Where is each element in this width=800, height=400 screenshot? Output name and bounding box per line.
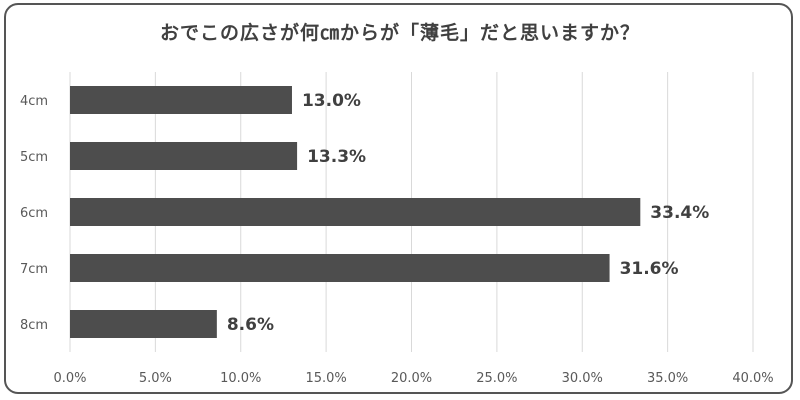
- x-tick-label: 0.0%: [53, 371, 86, 386]
- data-label: 31.6%: [620, 259, 679, 279]
- data-label: 13.0%: [302, 91, 361, 111]
- x-tick-label: 5.0%: [139, 371, 172, 386]
- x-tick-label: 35.0%: [647, 371, 688, 386]
- bar: [70, 198, 641, 226]
- x-tick-label: 15.0%: [305, 371, 346, 386]
- data-label: 33.4%: [650, 203, 709, 223]
- bar: [70, 254, 610, 282]
- y-category-label: 5cm: [20, 150, 48, 165]
- y-category-label: 6cm: [20, 206, 48, 221]
- y-category-label: 7cm: [20, 262, 48, 277]
- x-tick-label: 10.0%: [220, 371, 261, 386]
- chart-title: おでこの広さが何㎝からが「薄毛」だと思いますか？: [159, 22, 640, 44]
- bar: [70, 142, 298, 170]
- x-tick-label: 30.0%: [562, 371, 603, 386]
- x-tick-label: 25.0%: [476, 371, 517, 386]
- bar: [70, 310, 217, 338]
- bar: [70, 86, 292, 114]
- data-label: 8.6%: [227, 315, 274, 335]
- x-tick-label: 40.0%: [732, 371, 773, 386]
- x-tick-label: 20.0%: [391, 371, 432, 386]
- data-label: 13.3%: [307, 147, 366, 167]
- y-category-label: 8cm: [20, 318, 48, 333]
- y-category-label: 4cm: [20, 94, 48, 109]
